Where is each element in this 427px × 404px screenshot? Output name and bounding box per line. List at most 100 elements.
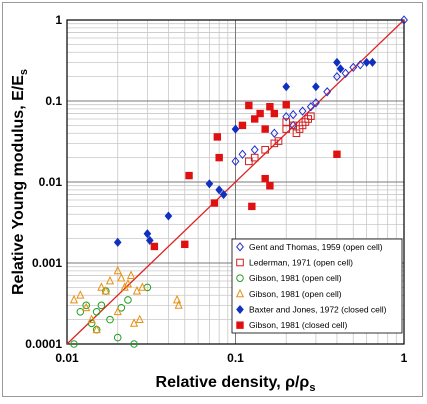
data-point [101,286,110,295]
legend-label: Gent and Thomas, 1959 (open cell) [249,242,383,252]
data-point [289,109,298,120]
data-point [164,211,173,221]
plot-area-border [66,19,405,345]
data-point [298,106,307,116]
y-tick-label: 0.001 [32,256,62,270]
data-point [113,333,122,342]
data-point [368,57,377,67]
data-point [123,278,133,288]
legend: Gent and Thomas, 1959 (open cell) Lederma… [231,238,403,334]
data-point [250,153,259,162]
data-point [135,314,144,324]
axes: 0.01 0.1 1 0.0001 0.001 0.01 0.1 1 [25,13,407,365]
data-point [332,71,341,82]
data-point [250,145,259,155]
data-point [70,340,78,348]
x-axis-title: Relative density, ρ/ρs [156,374,316,394]
data-point [174,300,183,309]
data-point [106,315,114,324]
data-point [130,340,138,348]
data-point [117,273,126,282]
data-point [219,190,228,200]
legend-marker [236,258,244,267]
legend-marker [236,304,244,315]
chart-frame: 0.01 0.1 1 0.0001 0.001 0.01 0.1 1 Gent and Tho… [2,2,423,397]
data-point [231,124,240,134]
data-point [270,109,279,118]
legend-label: Gibson, 1981 (closed cell) [249,320,347,330]
data-point [282,101,290,109]
data-point [213,133,222,141]
data-point [69,294,79,304]
data-point [87,319,96,328]
data-point [97,282,106,291]
legend-marker [235,288,245,298]
legend-label: Gibson, 1981 (open cell) [249,289,342,299]
data-point [76,307,85,316]
data-point [205,179,214,189]
data-point [307,112,315,120]
scatter-chart: 0.01 0.1 1 0.0001 0.001 0.01 0.1 1 Gent and Tho… [10,13,408,394]
data-point [145,235,154,245]
data-point [82,302,91,312]
y-tick-label: 0.0001 [25,337,62,351]
data-point [282,82,291,92]
data-point [336,64,345,74]
data-point [261,145,269,154]
data-point [256,109,264,118]
data-point [362,57,371,67]
data-point [105,275,115,285]
data-point [138,282,147,291]
data-point [266,103,274,111]
data-point [82,301,90,310]
data-point [97,301,106,310]
legend-marker [236,242,244,252]
data-point [87,314,96,324]
data-point [231,156,240,166]
data-point [261,174,269,183]
data-point [311,98,320,108]
data-point [250,115,259,123]
data-point [270,139,279,148]
data-point [113,306,122,316]
legend-marker [236,321,244,329]
y-tick-label: 1 [55,13,62,27]
data-point [92,324,101,334]
data-point [124,296,132,304]
data-point [185,171,193,180]
y-axis-title: Relative Young modulus, E/Es [10,69,30,295]
legend-label: Gibson, 1981 (open cell) [249,273,342,283]
legend-label: Lederman, 1971 (open cell) [249,258,353,268]
data-points [66,15,408,348]
data-point [356,60,365,70]
data-point [274,137,283,145]
data-point [289,120,298,131]
legend-marker [236,274,244,282]
data-point [341,68,350,78]
data-point [400,15,408,25]
data-point [323,87,332,97]
x-tick-label: 0.1 [227,351,244,365]
data-point [261,125,269,133]
data-point [92,307,101,316]
data-point [215,185,223,195]
data-point [282,125,291,133]
x-tick-label: 0.01 [55,351,79,365]
data-point [238,121,247,130]
x-tick-label: 1 [401,351,408,365]
data-point [245,101,253,110]
y-tick-label: 0.1 [45,94,62,108]
data-point [76,290,85,299]
data-point [248,202,256,211]
legend-box [231,238,403,334]
data-point [126,270,136,279]
data-point [113,237,122,247]
data-point [270,128,279,138]
data-point [312,82,320,92]
data-point [210,199,219,207]
data-point [333,150,341,158]
data-point [238,149,247,159]
axis-labels: Relative density, ρ/ρs Relative Young mod… [10,69,315,394]
data-point [181,240,189,249]
data-point [266,182,274,190]
